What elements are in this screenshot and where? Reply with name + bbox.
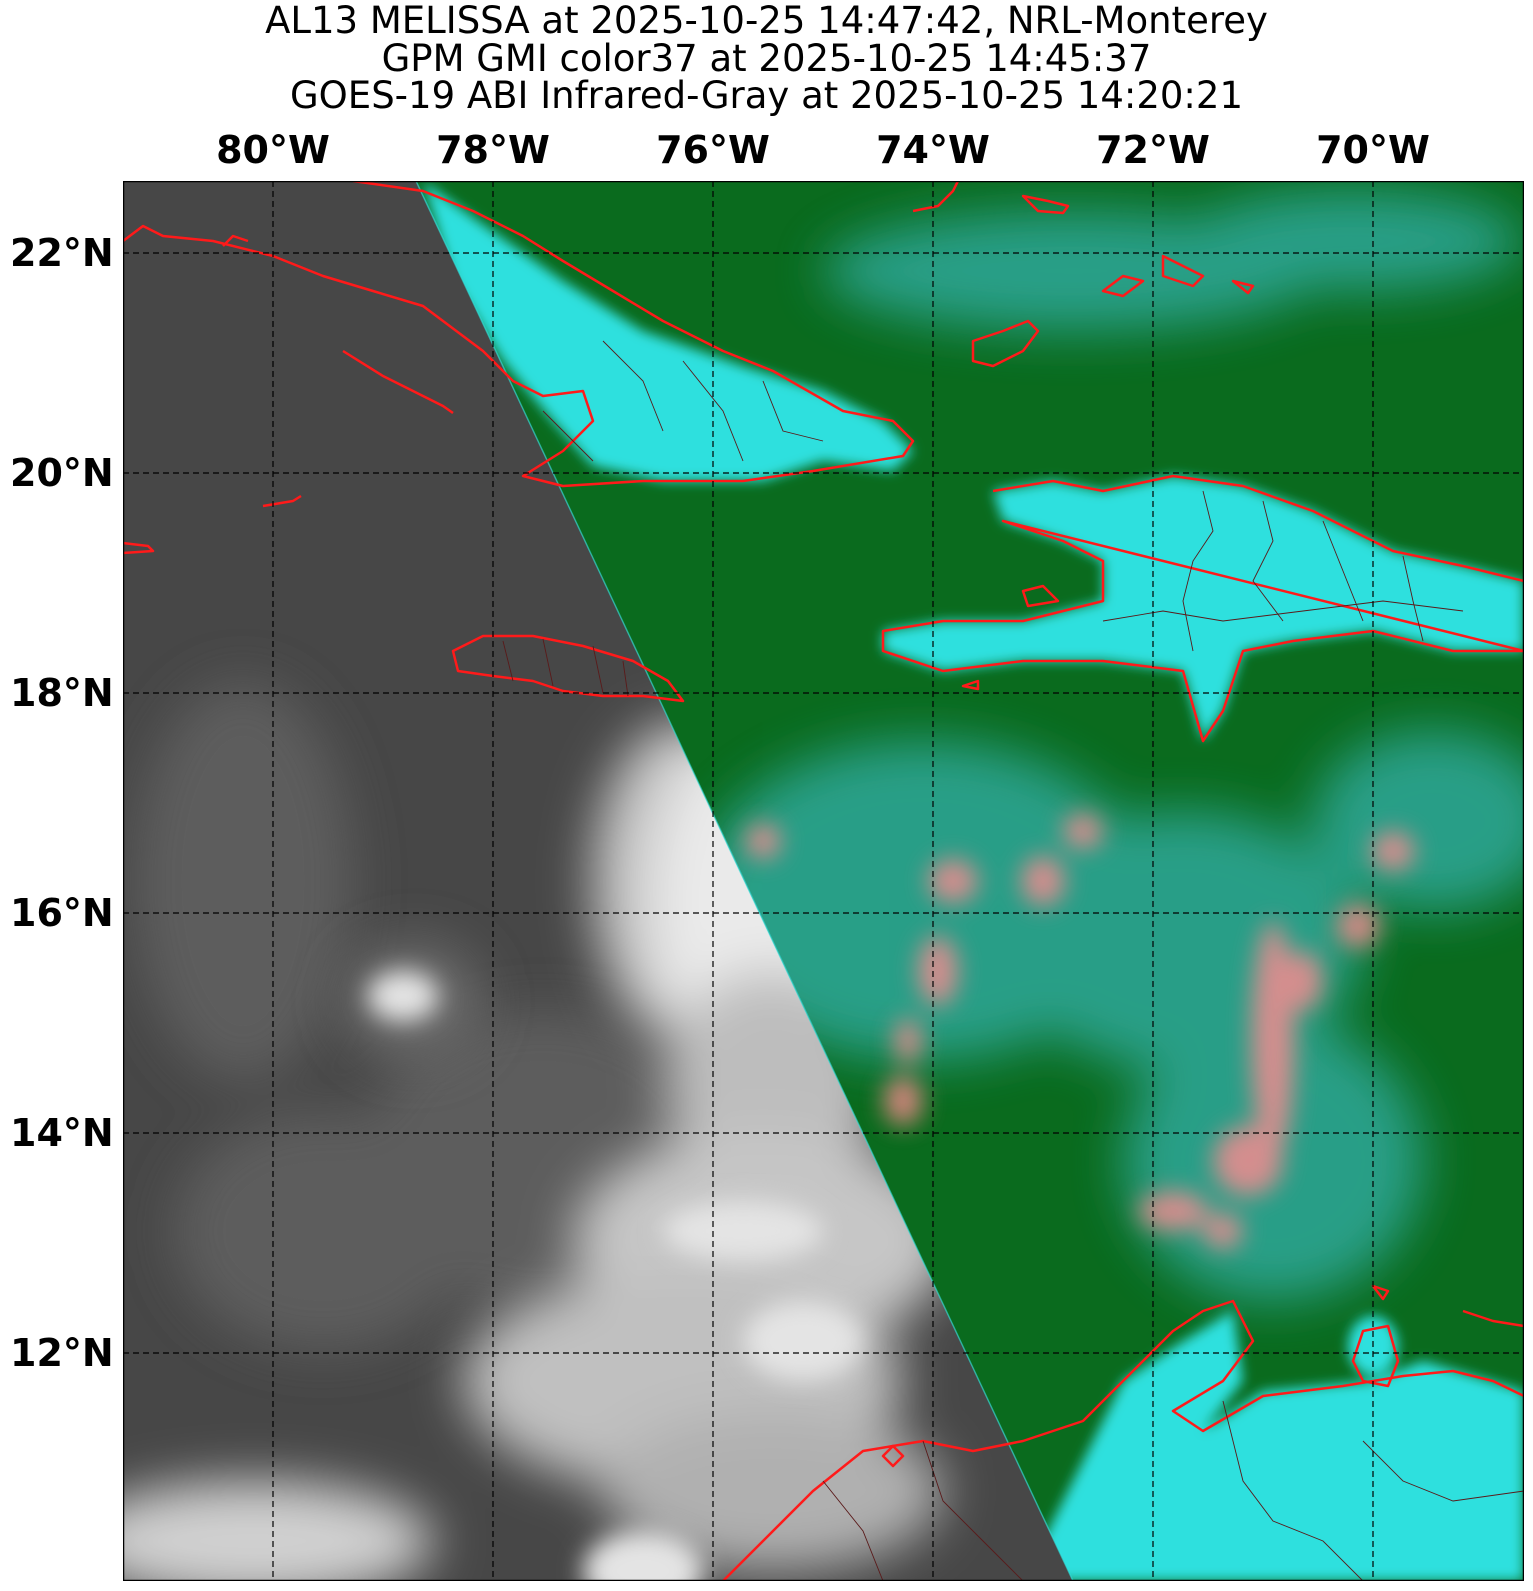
lon-label-70w: 70°W	[1316, 128, 1430, 172]
title-line-2: GPM GMI color37 at 2025-10-25 14:45:37	[381, 36, 1152, 80]
lat-label-18n: 18°N	[10, 671, 114, 715]
title-block: AL13 MELISSA at 2025-10-25 14:47:42, NRL…	[0, 2, 1533, 115]
lon-label-80w: 80°W	[216, 128, 330, 172]
lon-label-72w: 72°W	[1096, 128, 1210, 172]
lat-label-20n: 20°N	[10, 451, 114, 495]
lon-label-74w: 74°W	[876, 128, 990, 172]
internal-borders	[502, 340, 1524, 1581]
lon-label-76w: 76°W	[656, 128, 770, 172]
title-line-1: AL13 MELISSA at 2025-10-25 14:47:42, NRL…	[265, 0, 1268, 42]
gridlines	[123, 181, 1524, 1581]
satellite-map	[123, 181, 1524, 1581]
lat-label-16n: 16°N	[10, 891, 114, 935]
lat-label-14n: 14°N	[10, 1111, 114, 1155]
map-frame	[123, 181, 1524, 1581]
lon-label-78w: 78°W	[436, 128, 550, 172]
title-line-3: GOES-19 ABI Infrared-Gray at 2025-10-25 …	[290, 74, 1243, 117]
lat-label-22n: 22°N	[10, 231, 114, 275]
lat-label-12n: 12°N	[10, 1331, 114, 1375]
